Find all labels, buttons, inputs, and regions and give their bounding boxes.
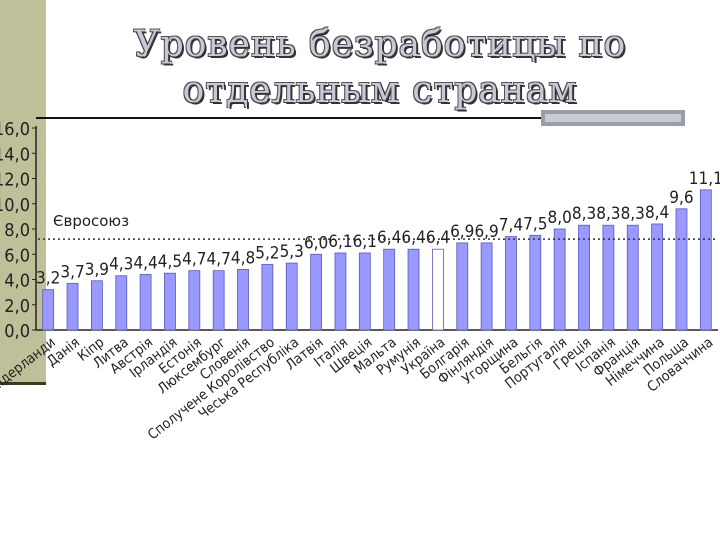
slide-title-line-2: отдельным странам [182, 70, 578, 111]
data-label: 5,3 [280, 242, 304, 262]
data-label: 8,3 [572, 204, 596, 224]
data-label: 3,7 [60, 262, 84, 282]
bar-словаччина [699, 189, 712, 331]
data-label: 8,0 [548, 208, 572, 228]
bar-болгарія [456, 242, 469, 331]
data-label: 4,7 [182, 250, 206, 270]
reference-line-group: Євросоюз [38, 212, 716, 240]
bar-німеччина [651, 223, 664, 331]
slide-title: Уровень безработицы по отдельным странам [100, 22, 660, 114]
y-tick-label: 4,0 [4, 271, 30, 292]
data-label: 11,1 [689, 169, 720, 189]
decorative-corner-block [541, 110, 685, 126]
data-label: 8,3 [596, 204, 620, 224]
bar-франція [626, 224, 639, 331]
y-tick-label: 0,0 [4, 321, 30, 342]
bar-угорщина [505, 236, 517, 331]
bar-сполучене-королівство [261, 263, 274, 331]
bar-чеська-республіка [285, 262, 298, 331]
data-label: 4,5 [158, 252, 182, 272]
data-label: 7,4 [499, 216, 523, 236]
data-label: 4,8 [231, 248, 255, 268]
data-label: 3,9 [85, 260, 109, 280]
data-label: 6,9 [450, 222, 474, 242]
decorative-left-band [0, 0, 46, 385]
data-label: 7,5 [523, 214, 547, 234]
bar-португалія [553, 228, 566, 331]
bar-італія [334, 252, 347, 331]
data-label: 9,6 [669, 188, 693, 208]
x-axis-labels: НідерландиДаніяКіпрЛитваАвстріяІрландіяЕ… [0, 334, 716, 443]
data-label: 4,7 [207, 250, 231, 270]
bar-польща [675, 208, 688, 331]
data-labels: 3,2 3,7 3,9 4,3 4,4 4,5 4,7 4,7 4,8 5,2 5,3 6,0 6,1 6… [36, 169, 720, 289]
decorative-left-underline [0, 382, 46, 385]
bar-нідерланди [42, 289, 55, 331]
bar-мальта [383, 248, 396, 331]
data-label: 6,4 [401, 228, 425, 248]
data-label: 6,4 [426, 228, 450, 248]
y-tick-label: 16,0 [0, 119, 30, 140]
bar-кіпр [90, 280, 103, 331]
reference-line-label: Євросоюз [53, 212, 129, 230]
data-label: 8,4 [645, 203, 669, 223]
bar-бельгія [529, 234, 542, 331]
bar-литва [115, 275, 128, 331]
data-label: 6,1 [328, 232, 352, 252]
y-tick-label: 8,0 [4, 220, 30, 241]
bars [42, 189, 712, 331]
bar-швеція [358, 252, 371, 331]
bar-ірландія [164, 272, 176, 331]
slide-title-line-1: Уровень безработицы по [133, 24, 627, 65]
bar-словенія [237, 268, 249, 331]
bar-іспанія [602, 224, 615, 331]
data-label: 6,1 [353, 232, 377, 252]
data-label: 4,4 [133, 253, 157, 273]
y-tick-label: 12,0 [0, 170, 30, 191]
data-label: 6,9 [474, 222, 498, 242]
bar-греція [578, 224, 590, 331]
data-label: 3,2 [36, 269, 60, 289]
data-label: 4,3 [109, 255, 133, 275]
data-label: 5,2 [255, 243, 279, 263]
y-tick-label: 10,0 [0, 195, 30, 216]
bar-люксембург [212, 270, 225, 331]
bar-данія [66, 282, 79, 331]
bar-румунія [407, 248, 420, 331]
data-label: 6,0 [304, 233, 328, 253]
bar-латвія [310, 253, 323, 331]
bar-україна [431, 248, 444, 331]
data-label: 6,4 [377, 228, 401, 248]
bar-естонія [188, 270, 201, 331]
y-tick-label: 6,0 [4, 245, 30, 266]
bar-фінляндія [480, 242, 493, 331]
data-label: 8,3 [621, 204, 645, 224]
y-tick-label: 14,0 [0, 144, 30, 165]
bar-австрія [139, 274, 152, 331]
title-underline [36, 117, 546, 119]
y-tick-label: 2,0 [4, 296, 30, 317]
